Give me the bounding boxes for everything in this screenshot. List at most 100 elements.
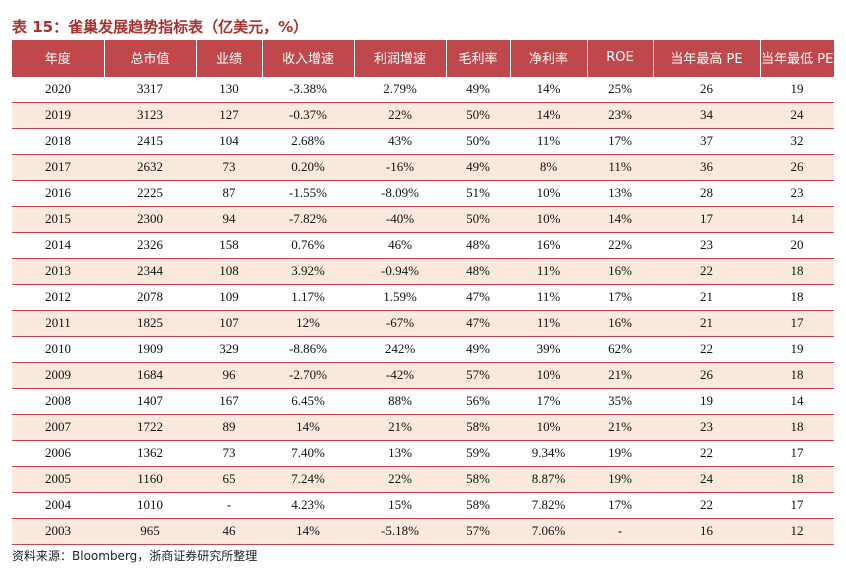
table-cell: 3.92% [262, 258, 354, 285]
table-cell: 24 [760, 102, 834, 129]
table-row: 2007 1722 89 14% 21% 58% 10% 21% 23 18 [12, 414, 834, 441]
table-cell: 46% [354, 232, 446, 259]
table-cell: 14% [510, 102, 587, 129]
table-cell: 47% [446, 284, 510, 311]
table-cell: 49% [446, 154, 510, 181]
table-cell: 14% [587, 206, 653, 233]
table-cell: 104 [196, 128, 262, 155]
table-cell: 17 [760, 310, 834, 337]
table-cell: 28 [653, 180, 760, 207]
table-cell: 2.79% [354, 75, 446, 103]
table-cell: 17 [760, 492, 834, 519]
header-row: 年度 总市值 业绩 收入增速 利润增速 毛利率 净利率 ROE 当年最高 PE 当年最低 PE [12, 40, 834, 76]
table-cell: 14% [262, 414, 354, 441]
table-cell: -67% [354, 310, 446, 337]
column-header: 当年最高 PE [653, 40, 761, 76]
table-cell: 51% [446, 180, 510, 207]
table-cell: - [196, 492, 262, 519]
table-cell: 2018 [12, 128, 104, 155]
table-row: 2018 2415 104 2.68% 43% 50% 11% 17% 37 32 [12, 128, 834, 155]
table-cell: 26 [653, 75, 760, 103]
table-cell: 158 [196, 232, 262, 259]
table-cell: 1362 [104, 440, 196, 467]
table-cell: 2009 [12, 362, 104, 389]
table-cell: 109 [196, 284, 262, 311]
table-cell: 22% [354, 466, 446, 493]
table-cell: -8.86% [262, 336, 354, 363]
table-row: 2014 2326 158 0.76% 46% 48% 16% 22% 23 20 [12, 232, 834, 259]
table-cell: 2017 [12, 154, 104, 181]
table-cell: 65 [196, 466, 262, 493]
table-cell: 16% [587, 310, 653, 337]
table-cell: 20 [760, 232, 834, 259]
table-cell: 21 [653, 284, 760, 311]
table-cell: -0.94% [354, 258, 446, 285]
table-cell: 11% [510, 128, 587, 155]
table-cell: 59% [446, 440, 510, 467]
table-cell: 1160 [104, 466, 196, 493]
table-cell: 73 [196, 154, 262, 181]
table-body: 2020 3317 130 -3.38% 2.79% 49% 14% 25% 26 19 2019 3… [12, 75, 834, 545]
table-cell: 96 [196, 362, 262, 389]
table-cell: 32 [760, 128, 834, 155]
table-cell: 11% [587, 154, 653, 181]
table-cell: 36 [653, 154, 760, 181]
table-row: 2017 2632 73 0.20% -16% 49% 8% 11% 36 26 [12, 154, 834, 181]
table-cell: -42% [354, 362, 446, 389]
table-cell: 34 [653, 102, 760, 129]
table-cell: 48% [446, 232, 510, 259]
table-cell: 2326 [104, 232, 196, 259]
table-cell: 2632 [104, 154, 196, 181]
table-cell: -1.55% [262, 180, 354, 207]
table-cell: 49% [446, 75, 510, 103]
table-row: 2010 1909 329 -8.86% 242% 49% 39% 62% 22 19 [12, 336, 834, 363]
table-cell: 21% [587, 414, 653, 441]
table-cell: 2.68% [262, 128, 354, 155]
table-cell: -40% [354, 206, 446, 233]
table-cell: 22% [587, 232, 653, 259]
table-cell: 8% [510, 154, 587, 181]
column-header: 利润增速 [354, 40, 447, 76]
table-cell: 88% [354, 388, 446, 415]
table-cell: 14 [760, 206, 834, 233]
column-header: 净利率 [510, 40, 588, 76]
table-cell: 11% [510, 310, 587, 337]
table-title: 表 15：雀巢发展趋势指标表（亿美元，%） [12, 18, 309, 36]
table-cell: 3317 [104, 75, 196, 103]
table-cell: 7.40% [262, 440, 354, 467]
table-cell: 2007 [12, 414, 104, 441]
table-row: 2008 1407 167 6.45% 88% 56% 17% 35% 19 14 [12, 388, 834, 415]
table-cell: 1010 [104, 492, 196, 519]
table-cell: 2013 [12, 258, 104, 285]
table-cell: 2020 [12, 75, 104, 103]
table-cell: 1684 [104, 362, 196, 389]
table-cell: 18 [760, 466, 834, 493]
table-cell: 2078 [104, 284, 196, 311]
table-cell: 10% [510, 206, 587, 233]
table-cell: 1825 [104, 310, 196, 337]
table-row: 2004 1010-4.23% 15% 58% 7.82% 17% 22 17 [12, 492, 834, 519]
table-cell: 242% [354, 336, 446, 363]
table-cell: 2006 [12, 440, 104, 467]
table-cell: 26 [653, 362, 760, 389]
column-header: ROE [587, 40, 654, 76]
table-cell: 58% [446, 492, 510, 519]
table-cell: 22 [653, 492, 760, 519]
table-cell: - [587, 518, 653, 545]
table-cell: 8.87% [510, 466, 587, 493]
table-cell: 0.20% [262, 154, 354, 181]
table-cell: 14% [510, 75, 587, 103]
table-cell: 16% [510, 232, 587, 259]
table-cell: 22 [653, 336, 760, 363]
table-cell: 57% [446, 518, 510, 545]
table-cell: 13% [354, 440, 446, 467]
table-cell: 167 [196, 388, 262, 415]
table-cell: -2.70% [262, 362, 354, 389]
table-cell: 11% [510, 258, 587, 285]
table-cell: 49% [446, 336, 510, 363]
table-cell: 2005 [12, 466, 104, 493]
table-cell: 35% [587, 388, 653, 415]
table-cell: 21% [354, 414, 446, 441]
table-cell: 39% [510, 336, 587, 363]
table-cell: 1722 [104, 414, 196, 441]
